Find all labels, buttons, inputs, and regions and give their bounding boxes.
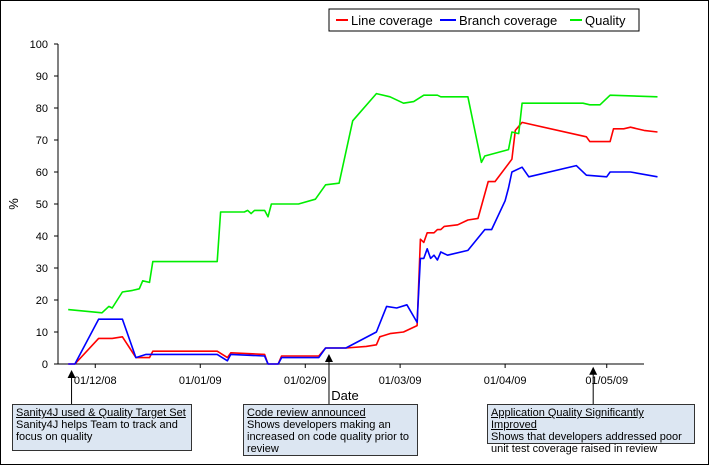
x-tick-label: 01/12/08 <box>74 375 117 387</box>
legend-label-line-coverage: Line coverage <box>351 13 433 28</box>
series-line-branch-coverage <box>68 164 658 365</box>
x-tick-label: 01/03/09 <box>379 375 422 387</box>
y-tick-label: 60 <box>36 167 48 179</box>
annotation-body: Shows developers making an increased on … <box>247 419 410 455</box>
legend-label-quality: Quality <box>585 13 626 28</box>
annotation-arrow-head <box>67 370 76 378</box>
y-tick-label: 90 <box>36 71 48 83</box>
annotation-title: Application Quality Significantly Improv… <box>491 407 644 431</box>
y-axis-label: % <box>6 198 21 210</box>
annotation-title: Sanity4J used & Quality Target Set <box>16 407 186 419</box>
annotation-arrows <box>67 354 598 404</box>
annotation-body: Sanity4J helps Team to track and focus o… <box>16 419 178 443</box>
x-tick-label: 01/01/09 <box>179 375 222 387</box>
legend-label-branch-coverage: Branch coverage <box>459 13 557 28</box>
annotation-arrow-head <box>324 354 333 362</box>
y-tick-label: 80 <box>36 103 48 115</box>
annotation-box-sanity4j: Sanity4J used & Quality Target Set Sanit… <box>12 404 192 451</box>
y-tick-label: 40 <box>36 231 48 243</box>
legend: Line coverage Branch coverage Quality <box>328 8 640 32</box>
y-tick-label: 0 <box>42 359 48 371</box>
annotation-box-code-review: Code review announced Shows developers m… <box>243 404 418 456</box>
y-tick-label: 100 <box>30 39 48 51</box>
y-tick-label: 30 <box>36 263 48 275</box>
x-tick-label: 01/05/09 <box>585 375 628 387</box>
y-tick-label: 50 <box>36 199 48 211</box>
axes: 0 10 20 30 40 50 60 70 80 90 100 01/12/08 01/01/09 01… <box>30 39 644 387</box>
y-tick-label: 10 <box>36 327 48 339</box>
series-lines <box>68 92 658 365</box>
y-tick-label: 70 <box>36 135 48 147</box>
annotation-body: Shows that developers addressed poor uni… <box>491 431 682 455</box>
legend-box <box>328 8 640 32</box>
x-tick-label: 01/02/09 <box>284 375 327 387</box>
x-axis-label: Date <box>331 388 358 403</box>
y-tick-label: 20 <box>36 295 48 307</box>
annotation-box-quality-improved: Application Quality Significantly Improv… <box>487 404 695 455</box>
series-line-quality <box>68 92 658 314</box>
annotation-title: Code review announced <box>247 407 366 419</box>
series-line-line-coverage <box>68 121 658 365</box>
x-tick-label: 01/04/09 <box>484 375 527 387</box>
annotation-arrow-head <box>589 366 598 375</box>
